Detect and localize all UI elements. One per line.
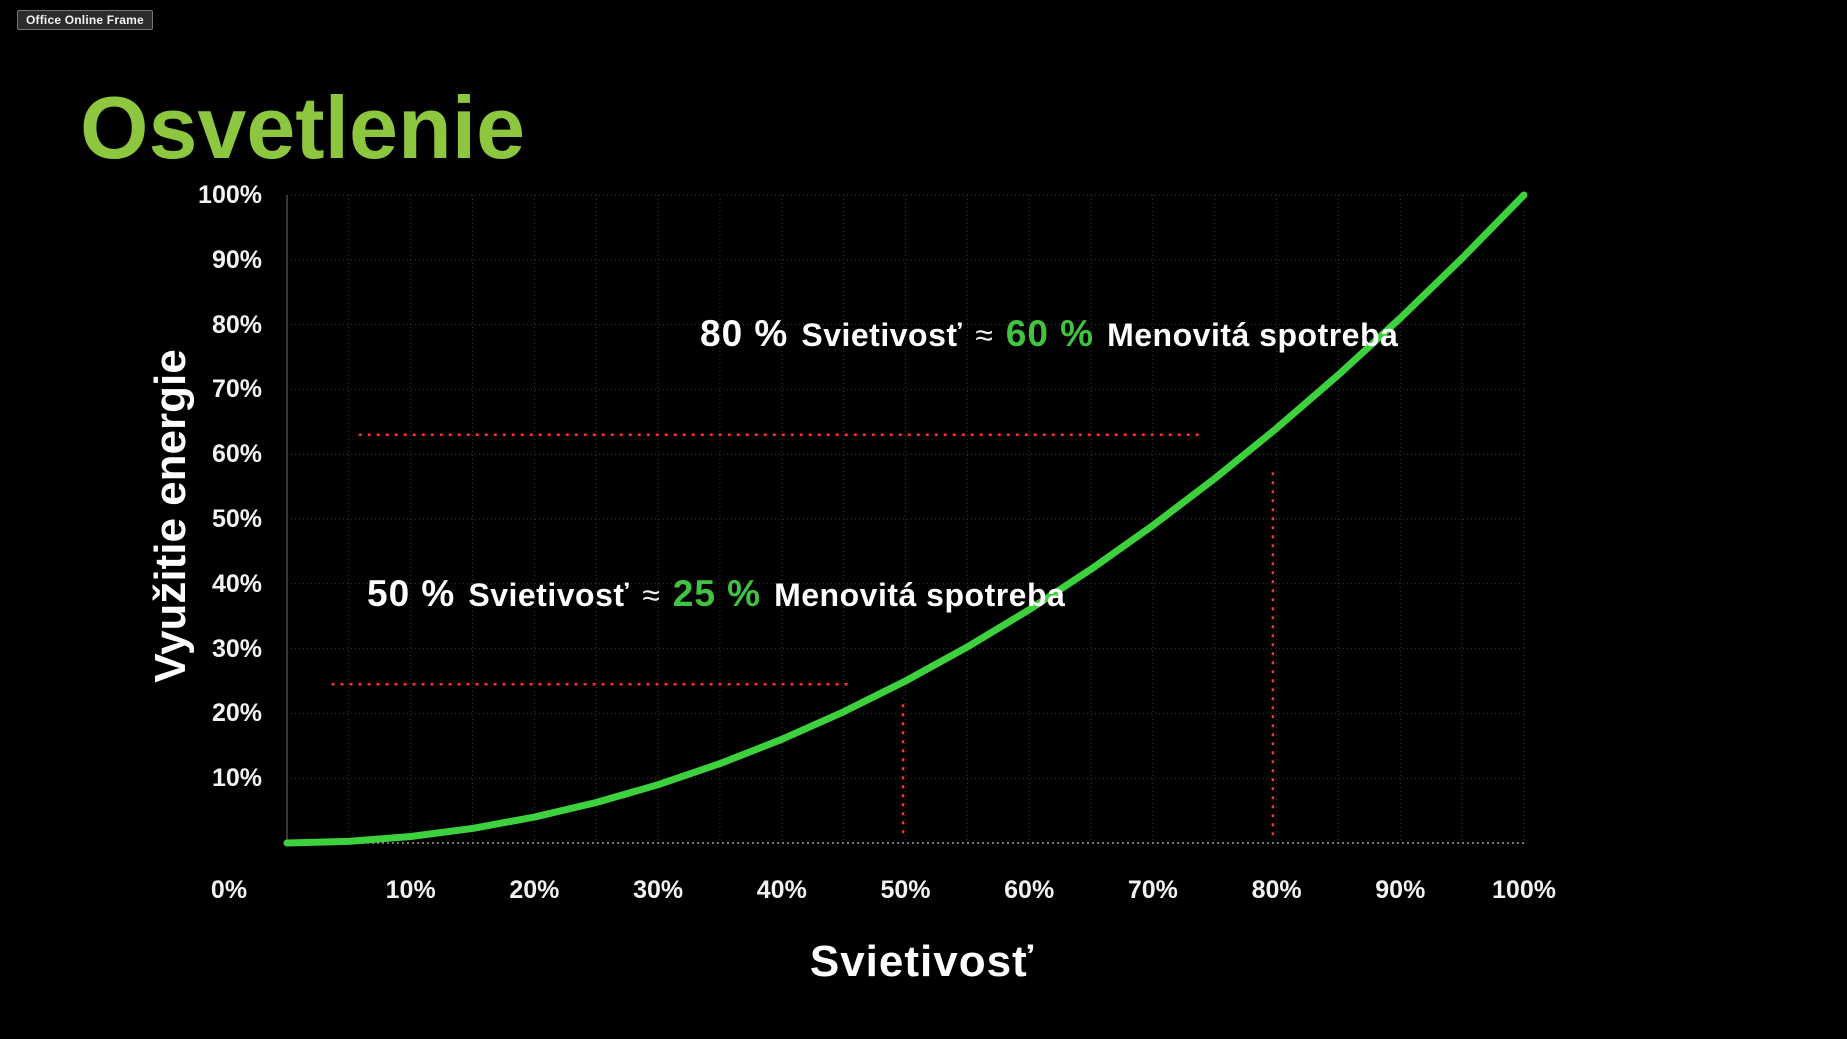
annotation-consumption-label: Menovitá spotreba xyxy=(774,577,1066,613)
x-tick-label: 70% xyxy=(1127,876,1178,904)
annotation-consumption-value: 25 % xyxy=(672,573,762,614)
y-tick-label: 90% xyxy=(211,245,262,274)
x-tick-label: 60% xyxy=(1004,876,1055,904)
y-tick-label: 10% xyxy=(211,764,262,793)
x-tick-label: 80% xyxy=(1251,876,1302,904)
annotation-80-60: 80 % Svietivosť ≈ 60 % Menovitá spotreba xyxy=(700,313,1398,355)
x-tick-label: 90% xyxy=(1375,876,1426,904)
y-tick-label: 40% xyxy=(211,569,262,598)
y-tick-label: 80% xyxy=(211,310,262,339)
x-tick-label: 20% xyxy=(509,876,560,904)
y-tick-label: 50% xyxy=(211,505,262,533)
annotation-luminosity-value: 80 % xyxy=(700,313,789,354)
y-tick-label: 30% xyxy=(211,634,262,663)
x-tick-label: 0% xyxy=(210,876,248,904)
y-tick-label: 60% xyxy=(211,440,262,469)
annotation-consumption-label: Menovitá spotreba xyxy=(1107,317,1399,353)
annotation-luminosity-value: 50 % xyxy=(367,573,456,614)
office-online-frame-badge: Office Online Frame xyxy=(17,10,153,30)
approx-symbol: ≈ xyxy=(975,317,993,353)
slide-title: Osvetlenie xyxy=(80,78,526,177)
annotation-luminosity-label: Svietivosť xyxy=(801,317,963,353)
x-tick-label: 10% xyxy=(385,876,436,904)
data-curve xyxy=(283,191,1528,847)
x-tick-label: 50% xyxy=(880,876,931,904)
annotation-luminosity-label: Svietivosť xyxy=(468,577,630,613)
x-tick-label: 100% xyxy=(1492,876,1556,904)
y-tick-label: 20% xyxy=(211,699,262,728)
x-tick-label: 30% xyxy=(633,876,684,904)
annotation-50-25: 50 % Svietivosť ≈ 25 % Menovitá spotreba xyxy=(367,573,1065,615)
x-axis-title: Svietivosť xyxy=(809,937,1035,986)
chart-canvas xyxy=(283,191,1528,847)
chart: 100% 90% 80% 70% 60% 50% 40% 30% 20% 10% 0% 10% 20%… xyxy=(198,181,1556,904)
y-tick-label: 100% xyxy=(198,181,262,209)
y-tick-label: 70% xyxy=(211,375,262,404)
x-tick-label: 40% xyxy=(756,876,807,904)
annotation-consumption-value: 60 % xyxy=(1005,313,1095,354)
approx-symbol: ≈ xyxy=(642,577,660,613)
